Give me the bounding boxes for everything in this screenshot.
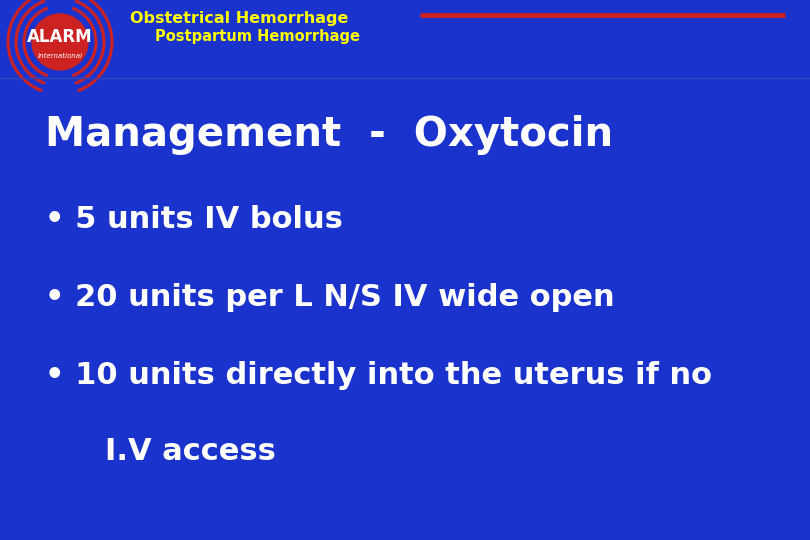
Text: Postpartum Hemorrhage: Postpartum Hemorrhage bbox=[155, 30, 360, 44]
Text: • 20 units per L N/S IV wide open: • 20 units per L N/S IV wide open bbox=[45, 284, 615, 313]
Text: • 10 units directly into the uterus if no: • 10 units directly into the uterus if n… bbox=[45, 361, 712, 390]
Text: • 5 units IV bolus: • 5 units IV bolus bbox=[45, 206, 343, 234]
Circle shape bbox=[32, 14, 88, 70]
Text: Obstetrical Hemorrhage: Obstetrical Hemorrhage bbox=[130, 10, 348, 25]
Text: International: International bbox=[37, 53, 83, 59]
Text: I.V access: I.V access bbox=[105, 437, 276, 467]
Text: ALARM: ALARM bbox=[28, 28, 93, 46]
Text: Management  -  Oxytocin: Management - Oxytocin bbox=[45, 115, 613, 155]
